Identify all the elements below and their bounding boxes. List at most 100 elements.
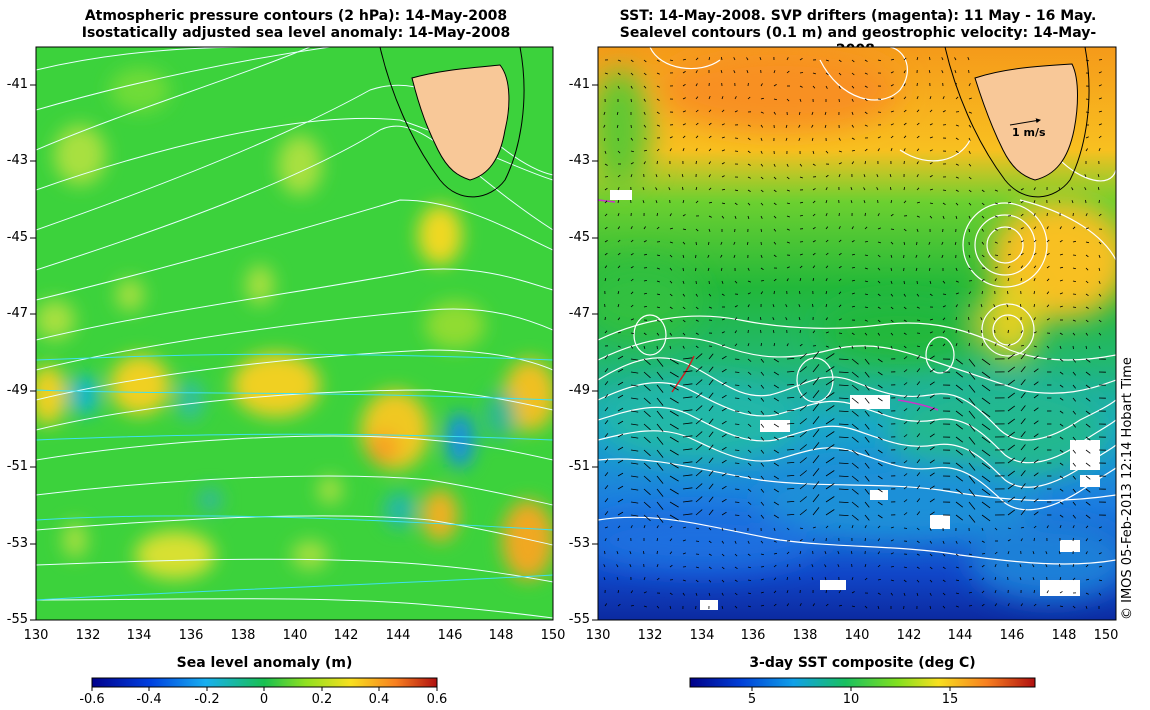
velocity-arrow <box>656 72 660 75</box>
velocity-arrow <box>890 319 894 323</box>
velocity-arrow <box>877 488 883 493</box>
velocity-arrow <box>955 189 959 192</box>
left-title-line1: Atmospheric pressure contours (2 hPa): 1… <box>84 8 508 24</box>
velocity-arrow <box>656 226 660 230</box>
velocity-arrow <box>721 553 725 557</box>
velocity-arrow <box>929 215 933 219</box>
velocity-arrow <box>812 265 816 269</box>
velocity-arrow <box>838 174 841 178</box>
velocity-arrow <box>851 98 854 102</box>
velocity-arrow <box>1085 436 1091 441</box>
velocity-arrow <box>864 475 870 482</box>
velocity-arrow <box>669 358 679 365</box>
velocity-arrow <box>825 405 835 412</box>
velocity-arrow <box>929 368 935 373</box>
velocity-arrow <box>603 111 606 115</box>
velocity-arrow <box>864 525 867 529</box>
velocity-arrow <box>721 592 724 596</box>
velocity-arrow <box>604 163 608 166</box>
sla-colorbar-label: 0.4 <box>368 692 390 707</box>
velocity-arrow <box>1098 84 1102 87</box>
sla-colorbar-label: 0.6 <box>426 692 448 707</box>
velocity-arrow <box>850 551 853 555</box>
velocity-arrow <box>864 501 870 508</box>
velocity-arrow <box>929 498 935 503</box>
velocity-arrow <box>968 462 976 471</box>
velocity-arrow <box>942 553 946 557</box>
velocity-arrow <box>877 59 881 62</box>
velocity-arrow <box>786 163 789 167</box>
velocity-arrow <box>617 603 621 607</box>
velocity-arrow <box>1033 304 1035 308</box>
velocity-arrow <box>1072 501 1077 506</box>
velocity-arrow <box>1059 345 1062 349</box>
velocity-arrow <box>994 603 998 607</box>
velocity-arrow <box>617 278 620 282</box>
velocity-arrow <box>994 228 998 231</box>
left-lat-label: -49 <box>6 383 28 398</box>
sst-colorbar-label: 5 <box>747 692 757 707</box>
velocity-arrow <box>1033 394 1039 399</box>
velocity-arrow <box>1085 564 1089 568</box>
velocity-arrow <box>669 319 673 323</box>
velocity-arrow <box>760 150 763 154</box>
velocity-arrow <box>682 199 685 204</box>
velocity-arrow <box>955 566 959 569</box>
velocity-arrow <box>617 394 624 399</box>
velocity-arrow <box>877 475 883 480</box>
velocity-arrow <box>903 345 907 349</box>
velocity-arrow <box>617 433 624 438</box>
velocity-arrow <box>863 174 866 178</box>
velocity-arrow <box>825 187 828 191</box>
velocity-arrow <box>643 98 646 102</box>
velocity-arrow <box>773 241 777 245</box>
velocity-arrow <box>630 488 639 491</box>
velocity-arrow <box>811 124 814 128</box>
left-panel-title: Atmospheric pressure contours (2 hPa): 1… <box>36 8 556 42</box>
velocity-arrow <box>669 501 679 508</box>
velocity-arrow <box>643 111 646 115</box>
velocity-arrow <box>682 186 684 191</box>
velocity-arrow <box>773 343 776 347</box>
velocity-arrow <box>721 446 727 451</box>
velocity-arrow <box>798 124 801 128</box>
velocity-arrow <box>851 85 855 89</box>
velocity-arrow <box>903 135 907 139</box>
velocity-arrow <box>968 83 971 87</box>
velocity-arrow <box>981 540 985 543</box>
velocity-arrow <box>1059 371 1064 375</box>
velocity-arrow <box>890 110 894 113</box>
velocity-arrow <box>682 396 693 399</box>
velocity-arrow <box>916 56 919 61</box>
velocity-arrow <box>812 351 820 360</box>
velocity-arrow <box>695 135 699 139</box>
velocity-arrow <box>799 509 807 516</box>
right-lon-label: 148 <box>1051 628 1077 643</box>
velocity-arrow <box>942 215 945 219</box>
velocity-arrow <box>1020 431 1026 438</box>
right-lat-label: -45 <box>568 230 590 245</box>
velocity-arrow <box>695 254 697 259</box>
velocity-arrow <box>981 436 991 444</box>
velocity-arrow <box>707 254 710 258</box>
velocity-arrow <box>669 410 679 417</box>
velocity-arrow <box>695 483 703 490</box>
velocity-arrow <box>1059 266 1063 269</box>
velocity-arrow <box>955 371 964 378</box>
velocity-arrow <box>786 358 795 360</box>
velocity-arrow <box>1085 280 1089 284</box>
right-lon-label: 138 <box>792 628 818 643</box>
velocity-arrow <box>838 226 841 230</box>
velocity-arrow <box>942 566 946 570</box>
velocity-arrow <box>799 163 803 167</box>
velocity-arrow <box>851 514 859 521</box>
velocity-arrow <box>955 202 959 206</box>
velocity-arrow <box>760 423 765 428</box>
velocity-arrow <box>981 514 991 522</box>
velocity-arrow <box>981 215 985 219</box>
velocity-arrow <box>643 280 647 282</box>
velocity-arrow <box>929 566 933 570</box>
velocity-arrow <box>1072 537 1074 542</box>
velocity-arrow <box>669 332 673 336</box>
